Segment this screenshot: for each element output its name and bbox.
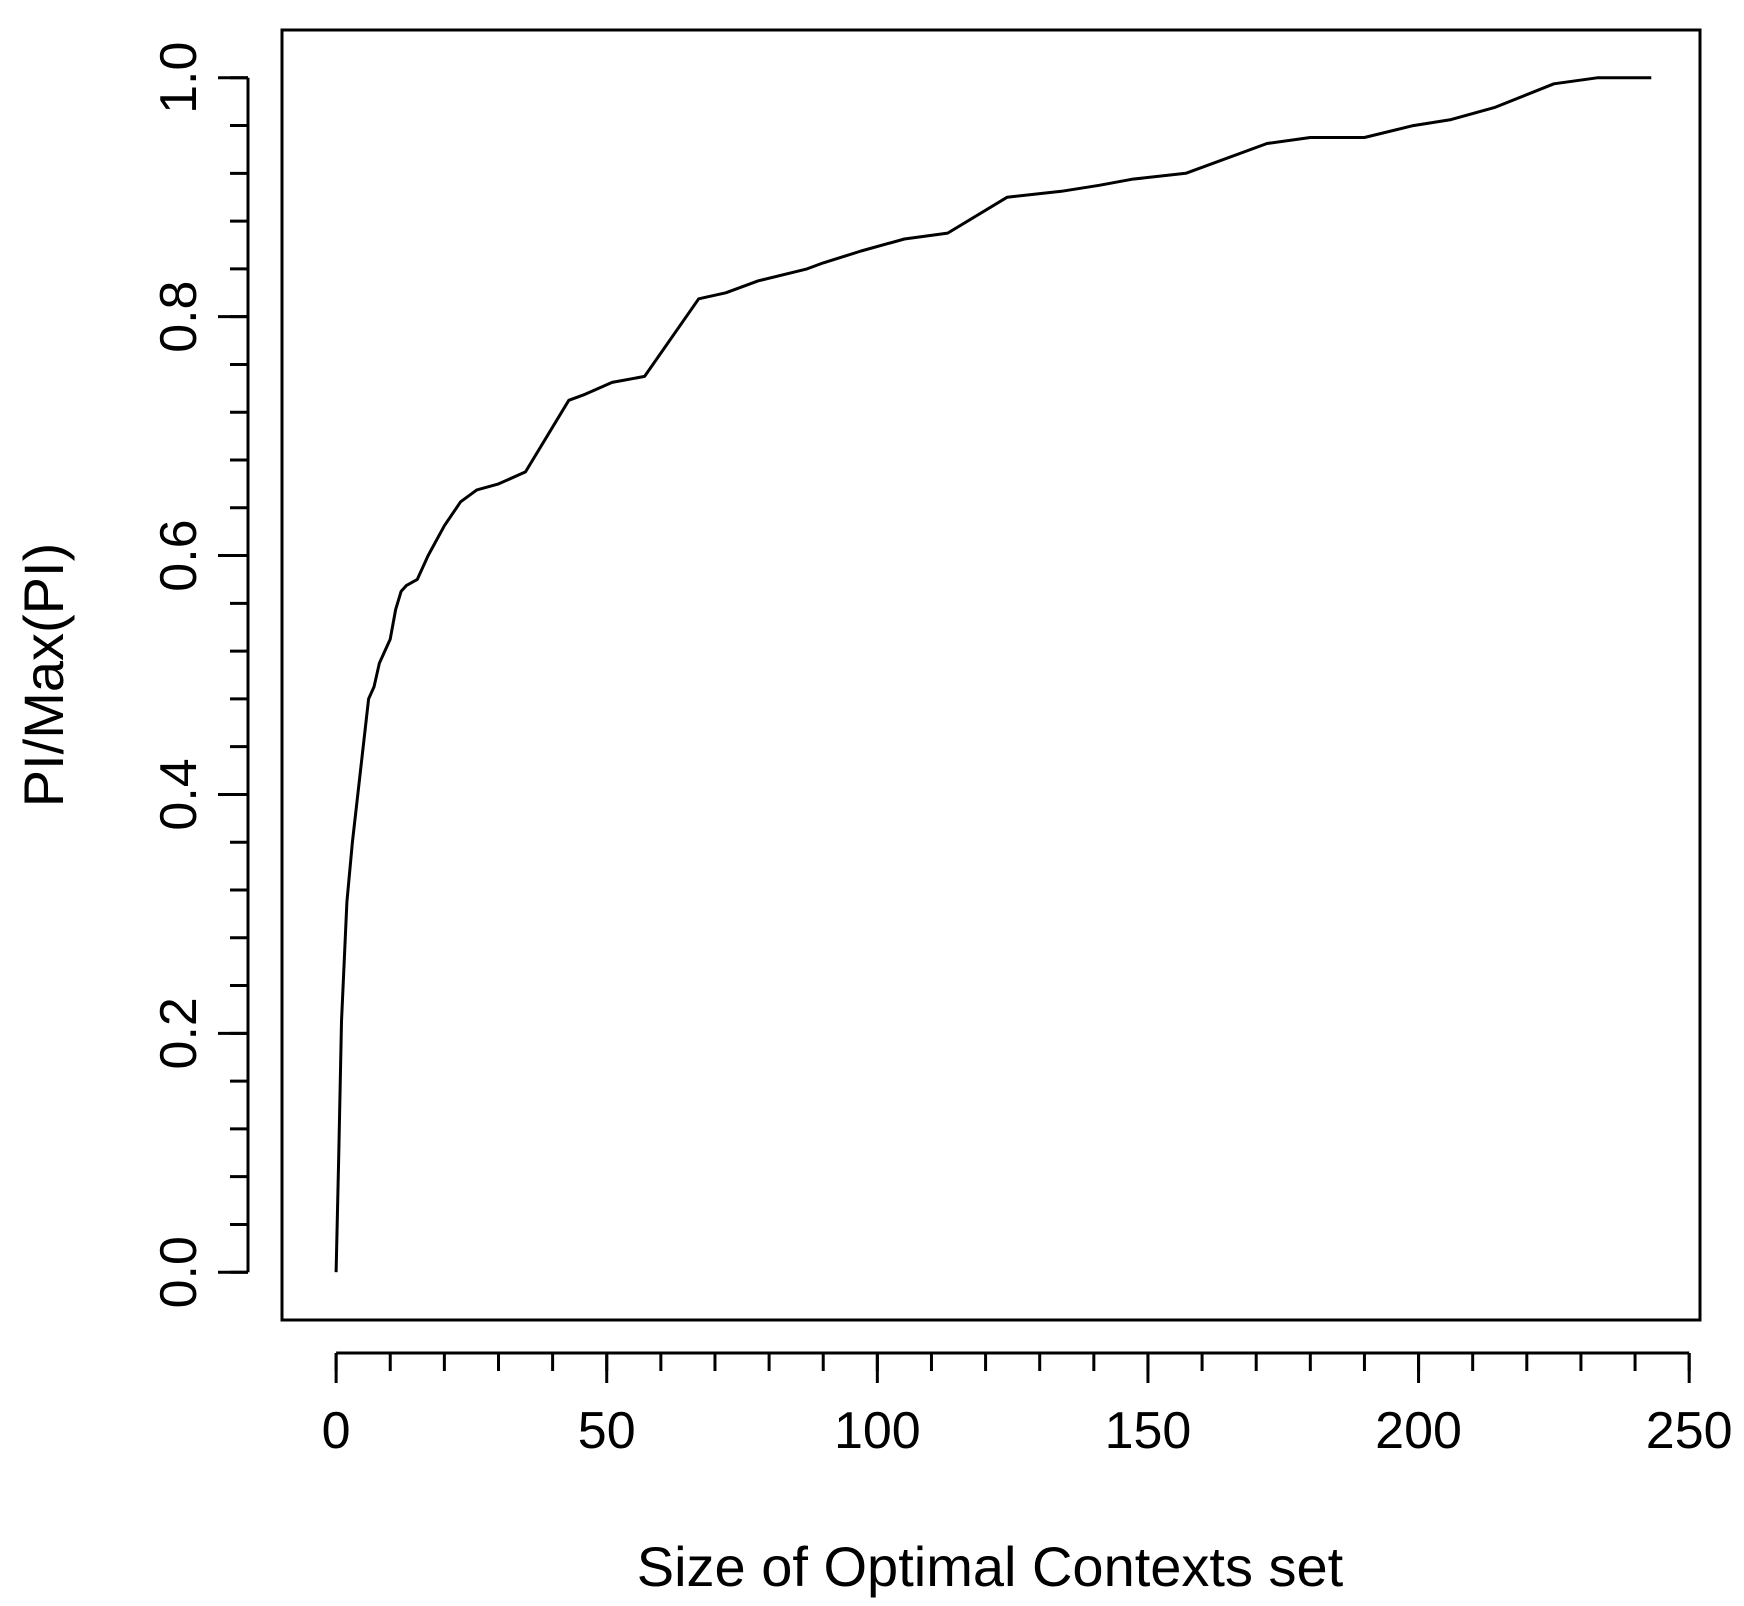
- y-tick-label: 0.4: [150, 758, 208, 830]
- x-tick-label: 200: [1375, 1402, 1462, 1460]
- x-tick-label: 0: [322, 1402, 351, 1460]
- x-axis: 0 50 100 150 200 250: [322, 1351, 1733, 1460]
- y-axis-title: PI/Max(PI): [12, 543, 75, 807]
- y-axis: 0.0 0.2 0.4 0.6 0.8 1.0: [150, 42, 250, 1308]
- x-tick-label: 100: [834, 1402, 921, 1460]
- series-line: [334, 76, 1652, 1273]
- y-tick-label: 0.6: [150, 519, 208, 591]
- x-tick-label: 50: [578, 1402, 636, 1460]
- y-tick-label: 0.0: [150, 1236, 208, 1308]
- x-tick-label: 150: [1105, 1402, 1192, 1460]
- plot-frame: [280, 28, 1702, 1322]
- y-tick-label: 0.2: [150, 997, 208, 1069]
- y-tick-label: 1.0: [150, 42, 208, 114]
- x-tick-label: 250: [1646, 1402, 1733, 1460]
- x-axis-title: Size of Optimal Contexts set: [637, 1535, 1344, 1598]
- y-tick-label: 0.8: [150, 281, 208, 353]
